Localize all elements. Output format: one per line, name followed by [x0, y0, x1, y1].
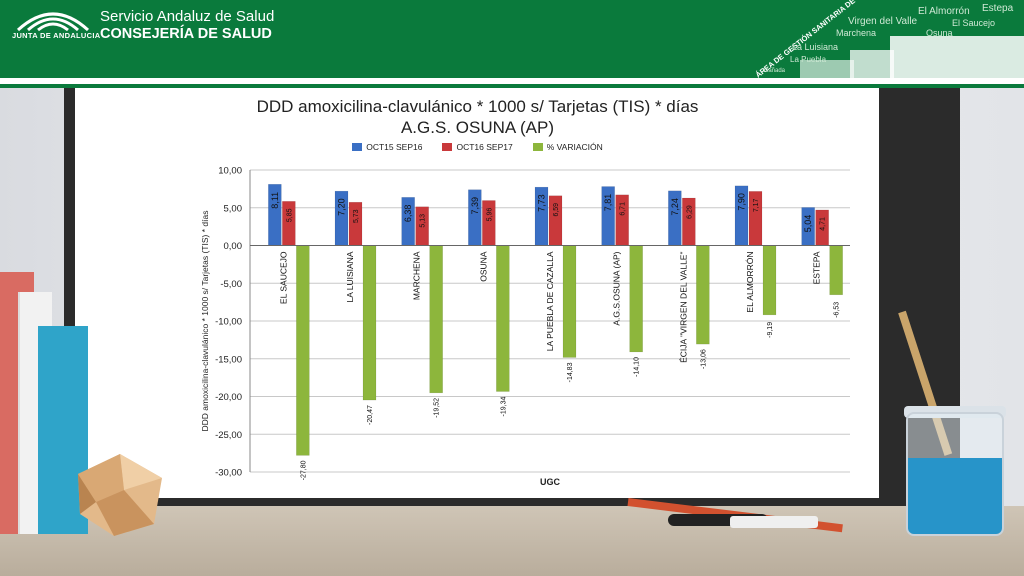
bar-chart-plot: 10,00 5,00 0,00 -5,00 -10,00 -15,00 -20,00 -25,…: [200, 166, 850, 487]
bar-series-3: [562, 245, 577, 358]
board-surface: [75, 88, 879, 498]
category-label: ESTEPA: [812, 251, 822, 284]
y-tick-label: 5,00: [224, 203, 243, 214]
deco-word: El Saucejo: [952, 18, 995, 28]
legend-label: % VARIACIÓN: [546, 142, 603, 152]
bar-series-3: [629, 245, 643, 353]
bar-series-3: [429, 245, 443, 394]
bar-series-3: [496, 245, 510, 392]
data-label: 7,73: [537, 194, 547, 212]
chart-subtitle: A.G.S. OSUNA (AP): [400, 118, 555, 137]
data-label: -9,19: [767, 322, 774, 338]
data-label: 7,90: [737, 193, 747, 211]
category-label: A.G.S.OSUNA (AP): [612, 251, 622, 325]
header-divider-green: [0, 84, 1024, 88]
data-label: -13,06: [700, 349, 707, 369]
data-label: 5,73: [353, 209, 360, 223]
bar-series-3: [362, 245, 377, 401]
data-label: -6,53: [834, 302, 841, 318]
y-tick-label: -15,00: [215, 354, 242, 365]
data-label: -20,47: [367, 405, 374, 425]
legend-swatch-red: [442, 143, 453, 151]
category-label: EL ALMORRÓN: [745, 252, 755, 313]
chart-title: DDD amoxicilina-clavulánico * 1000 s/ Ta…: [256, 97, 699, 116]
y-tick-label: -10,00: [215, 317, 242, 328]
y-tick-label: -20,00: [215, 392, 242, 403]
legend-label: OCT16 SEP17: [456, 142, 513, 152]
data-label: -14,83: [567, 362, 574, 382]
desk-surface: [0, 506, 1024, 576]
junta-logo-icon: [16, 12, 90, 32]
y-tick-label: -30,00: [215, 468, 242, 479]
data-label: 8,11: [270, 192, 280, 209]
data-label: 7,81: [603, 194, 613, 212]
y-tick-label: -5,00: [220, 279, 242, 290]
legend-item: % VARIACIÓN: [532, 142, 603, 152]
deco-word: Cañada: [764, 68, 786, 74]
deco-word: La Luisiana: [792, 42, 838, 52]
y-tick-label: 10,00: [218, 166, 242, 177]
data-label: 6,71: [620, 202, 627, 216]
category-label: OSUNA: [478, 251, 488, 282]
jar-water: [908, 458, 1002, 534]
legend-swatch-blue: [352, 143, 363, 151]
y-tick-label: -25,00: [215, 430, 242, 441]
category-label: LA LUISIANA: [345, 251, 355, 302]
legend-swatch-green: [532, 143, 543, 151]
bar-series-3: [829, 245, 843, 296]
data-label: 7,24: [670, 198, 680, 216]
data-label: 5,85: [286, 208, 293, 222]
category-label: EL SAUCEJO: [278, 251, 288, 304]
y-axis-title: DDD amoxicilina-clavulánico * 1000 s/ Ta…: [200, 211, 210, 432]
category-label: LA PUEBLA DE CAZALLA: [545, 251, 555, 351]
header-divider: [0, 78, 1024, 84]
bar-series-2: [282, 201, 296, 246]
legend-item: OCT16 SEP17: [442, 142, 513, 152]
deco-word: Marchena: [836, 28, 876, 38]
category-label: MARCHENA: [412, 251, 422, 300]
header-bar: JUNTA DE ANDALUCIA Servicio Andaluz de S…: [0, 0, 1024, 84]
data-label: 7,17: [753, 198, 760, 212]
deco-word: Estepa: [982, 3, 1014, 14]
org-name: Servicio Andaluz de Salud: [100, 8, 275, 25]
data-label: 6,38: [403, 205, 413, 223]
bar-series-3: [762, 245, 777, 316]
data-label: 5,96: [486, 208, 493, 222]
bar-series-2: [482, 200, 496, 246]
data-label: -27,80: [300, 460, 307, 480]
data-label: -19,34: [500, 396, 507, 416]
data-label: 4,71: [820, 217, 827, 231]
data-label: 7,20: [337, 198, 347, 216]
legend-label: OCT15 SEP16: [366, 142, 423, 152]
data-label: -14,10: [634, 357, 641, 377]
bar-series-2: [682, 197, 696, 246]
chart-container: DDD amoxicilina-clavulánico * 1000 s/ Ta…: [80, 92, 875, 496]
logo-caption: JUNTA DE ANDALUCIA: [12, 31, 101, 40]
chart-legend: OCT15 SEP16 OCT16 SEP17 % VARIACIÓN: [80, 142, 875, 152]
eraser: [730, 516, 818, 528]
data-label: 7,39: [470, 197, 480, 215]
area-word-cloud: ÁREA DE GESTIÓN SANITARIA DE OSUNA Estep…: [754, 0, 1024, 80]
data-label: 6,59: [553, 203, 560, 217]
y-tick-label: 0,00: [224, 241, 243, 252]
deco-word: Virgen del Valle: [848, 16, 918, 27]
data-label: -19,52: [434, 398, 441, 418]
deco-word: La Puebla: [790, 55, 827, 64]
water-jar: [906, 412, 1004, 536]
wooden-polyhedron-icon: [78, 454, 162, 536]
x-axis-title: UGC: [540, 477, 561, 487]
data-label: 6,29: [686, 205, 693, 219]
ministry-name: CONSEJERÍA DE SALUD: [100, 26, 272, 42]
category-label: ÉCIJA "VIRGEN DEL VALLE": [678, 252, 688, 363]
deco-word: El Almorrón: [918, 6, 970, 17]
deco-word: Osuna: [926, 28, 953, 38]
bar-series-3: [696, 245, 710, 345]
data-label: 5,04: [803, 215, 813, 233]
bar-series-3: [296, 245, 310, 456]
legend-item: OCT15 SEP16: [352, 142, 422, 152]
data-label: 5,13: [420, 214, 427, 228]
